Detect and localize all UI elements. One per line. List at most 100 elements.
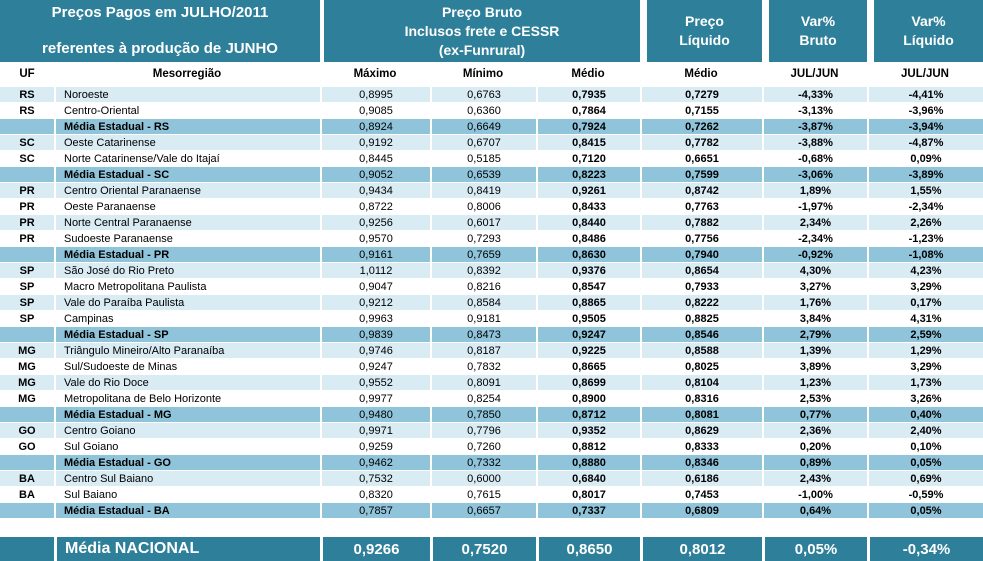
- medio-liquido-cell: 0,7756: [640, 231, 762, 246]
- minimo-cell: 0,6360: [430, 103, 536, 118]
- maximo-cell: 0,9552: [320, 375, 430, 390]
- uf-cell: SP: [19, 296, 35, 309]
- minimo-cell: 0,8091: [430, 375, 536, 390]
- var-liquido-cell: -2,34%: [867, 199, 983, 214]
- medio-liquido-cell: 0,6809: [640, 503, 762, 518]
- table-row: SP Campinas 0,9963 0,9181 0,9505 0,8825 3,84% 4…: [0, 310, 983, 326]
- var-gross-header-block: Var% Bruto: [762, 0, 867, 62]
- maximo-cell: 0,9963: [320, 311, 430, 326]
- national-medio-bruto-cell: 0,8650: [536, 537, 640, 561]
- medio-bruto-cell: 0,9376: [536, 263, 640, 278]
- var-bruto-cell: 4,30%: [762, 263, 867, 278]
- table-row: RS Centro-Oriental 0,9085 0,6360 0,7864 0,715…: [0, 102, 983, 118]
- var-liquido-cell: 4,31%: [867, 311, 983, 326]
- uf-cell: PR: [19, 232, 35, 245]
- mesorregiao-cell: Centro-Oriental: [54, 103, 320, 118]
- medio-liquido-cell: 0,8222: [640, 295, 762, 310]
- maximo-cell: 0,9256: [320, 215, 430, 230]
- var-bruto-cell: 3,27%: [762, 279, 867, 294]
- medio-liquido-cell: 0,8025: [640, 359, 762, 374]
- table-row: PR Centro Oriental Paranaense 0,9434 0,8419…: [0, 182, 983, 198]
- mesorregiao-cell: Média Estadual - RS: [54, 119, 320, 134]
- medio-liquido-cell: 0,8346: [640, 455, 762, 470]
- var-liquido-cell: -3,94%: [867, 119, 983, 134]
- mesorregiao-cell: Média Estadual - BA: [54, 503, 320, 518]
- maximo-cell: 0,9839: [320, 327, 430, 342]
- mesorregiao-cell: Oeste Catarinense: [54, 135, 320, 150]
- mesorregiao-cell: Vale do Rio Doce: [54, 375, 320, 390]
- minimo-cell: 0,6017: [430, 215, 536, 230]
- var-bruto-cell: 2,79%: [762, 327, 867, 342]
- maximo-cell: 0,9570: [320, 231, 430, 246]
- var-liquido-cell: 2,59%: [867, 327, 983, 342]
- medio-liquido-cell: 0,8654: [640, 263, 762, 278]
- maximo-cell: 0,9434: [320, 183, 430, 198]
- minimo-cell: 0,7796: [430, 423, 536, 438]
- column-header-row: UF Mesorregião Máximo Mínimo Médio Médio…: [0, 62, 983, 86]
- uf-cell: GO: [18, 440, 36, 453]
- uf-cell: PR: [19, 184, 35, 197]
- medio-bruto-cell: 0,8486: [536, 231, 640, 246]
- uf-cell: [0, 407, 54, 422]
- mesorregiao-cell: Norte Catarinense/Vale do Itajaí: [54, 151, 320, 166]
- mesorregiao-cell: Média Estadual - MG: [54, 407, 320, 422]
- maximo-cell: 0,9052: [320, 167, 430, 182]
- var-bruto-cell: 2,43%: [762, 471, 867, 486]
- var-liquido-cell: 3,26%: [867, 391, 983, 406]
- medio-bruto-cell: 0,8630: [536, 247, 640, 262]
- var-bruto-cell: -1,97%: [762, 199, 867, 214]
- var-liquido-cell: -0,59%: [867, 487, 983, 502]
- var-bruto-cell: 3,89%: [762, 359, 867, 374]
- table-row: Média Estadual - SC 0,9052 0,6539 0,8223 0,7…: [0, 166, 983, 182]
- var-liquido-cell: 0,69%: [867, 471, 983, 486]
- medio-liquido-cell: 0,8742: [640, 183, 762, 198]
- maximo-cell: 1,0112: [320, 263, 430, 278]
- net-price-line-1: Preço: [685, 13, 724, 29]
- uf-cell: SP: [19, 264, 35, 277]
- gross-price-line-2: Inclusos frete e CESSR: [404, 22, 560, 39]
- mesorregiao-cell: Sudoeste Paranaense: [54, 231, 320, 246]
- var-bruto-cell: 0,20%: [762, 439, 867, 454]
- minimo-cell: 0,7260: [430, 439, 536, 454]
- mesorregiao-cell: Oeste Paranaense: [54, 199, 320, 214]
- table-row: PR Sudoeste Paranaense 0,9570 0,7293 0,8486 0…: [0, 230, 983, 246]
- medio-bruto-cell: 0,6840: [536, 471, 640, 486]
- table-row: BA Sul Baiano 0,8320 0,7615 0,8017 0,7453 -1,0…: [0, 486, 983, 502]
- medio-liquido-cell: 0,7882: [640, 215, 762, 230]
- medio-bruto-cell: 0,8017: [536, 487, 640, 502]
- medio-liquido-cell: 0,7155: [640, 103, 762, 118]
- table-row: SP Macro Metropolitana Paulista 0,9047 0,82…: [0, 278, 983, 294]
- var-liquido-cell: 0,10%: [867, 439, 983, 454]
- var-liquido-cell: 2,40%: [867, 423, 983, 438]
- medio-liquido-cell: 0,7262: [640, 119, 762, 134]
- mesorregiao-cell: Média Estadual - GO: [54, 455, 320, 470]
- var-bruto-cell: -0,68%: [762, 151, 867, 166]
- var-liquido-cell: 0,05%: [867, 503, 983, 518]
- national-var-liquido-cell: -0,34%: [867, 537, 983, 561]
- medio-bruto-cell: 0,8900: [536, 391, 640, 406]
- uf-cell: [0, 455, 54, 470]
- medio-bruto-cell: 0,8547: [536, 279, 640, 294]
- maximo-cell: 0,7532: [320, 471, 430, 486]
- table-row: Média Estadual - BA 0,7857 0,6657 0,7337 0,6…: [0, 502, 983, 518]
- column-header-var-liquido: JUL/JUN: [901, 68, 949, 80]
- var-liquido-cell: 3,29%: [867, 279, 983, 294]
- var-bruto-cell: -4,33%: [762, 87, 867, 102]
- gross-price-header-block: Preço Bruto Inclusos frete e CESSR (ex-F…: [320, 0, 640, 62]
- medio-bruto-cell: 0,9352: [536, 423, 640, 438]
- var-liquido-cell: 2,26%: [867, 215, 983, 230]
- table-row: BA Centro Sul Baiano 0,7532 0,6000 0,6840 0,6…: [0, 470, 983, 486]
- gross-price-line-1: Preço Bruto: [441, 3, 523, 20]
- var-liquido-cell: 0,17%: [867, 295, 983, 310]
- column-header-uf: UF: [19, 68, 35, 80]
- var-bruto-cell: 0,77%: [762, 407, 867, 422]
- var-liquido-cell: 1,73%: [867, 375, 983, 390]
- var-liquido-cell: 1,29%: [867, 343, 983, 358]
- national-average-row: Média NACIONAL 0,9266 0,7520 0,8650 0,80…: [0, 537, 983, 561]
- net-price-line-2: Líquido: [679, 32, 730, 48]
- minimo-cell: 0,8006: [430, 199, 536, 214]
- mesorregiao-cell: Centro Sul Baiano: [54, 471, 320, 486]
- mesorregiao-cell: Vale do Paraíba Paulista: [54, 295, 320, 310]
- var-bruto-cell: 1,39%: [762, 343, 867, 358]
